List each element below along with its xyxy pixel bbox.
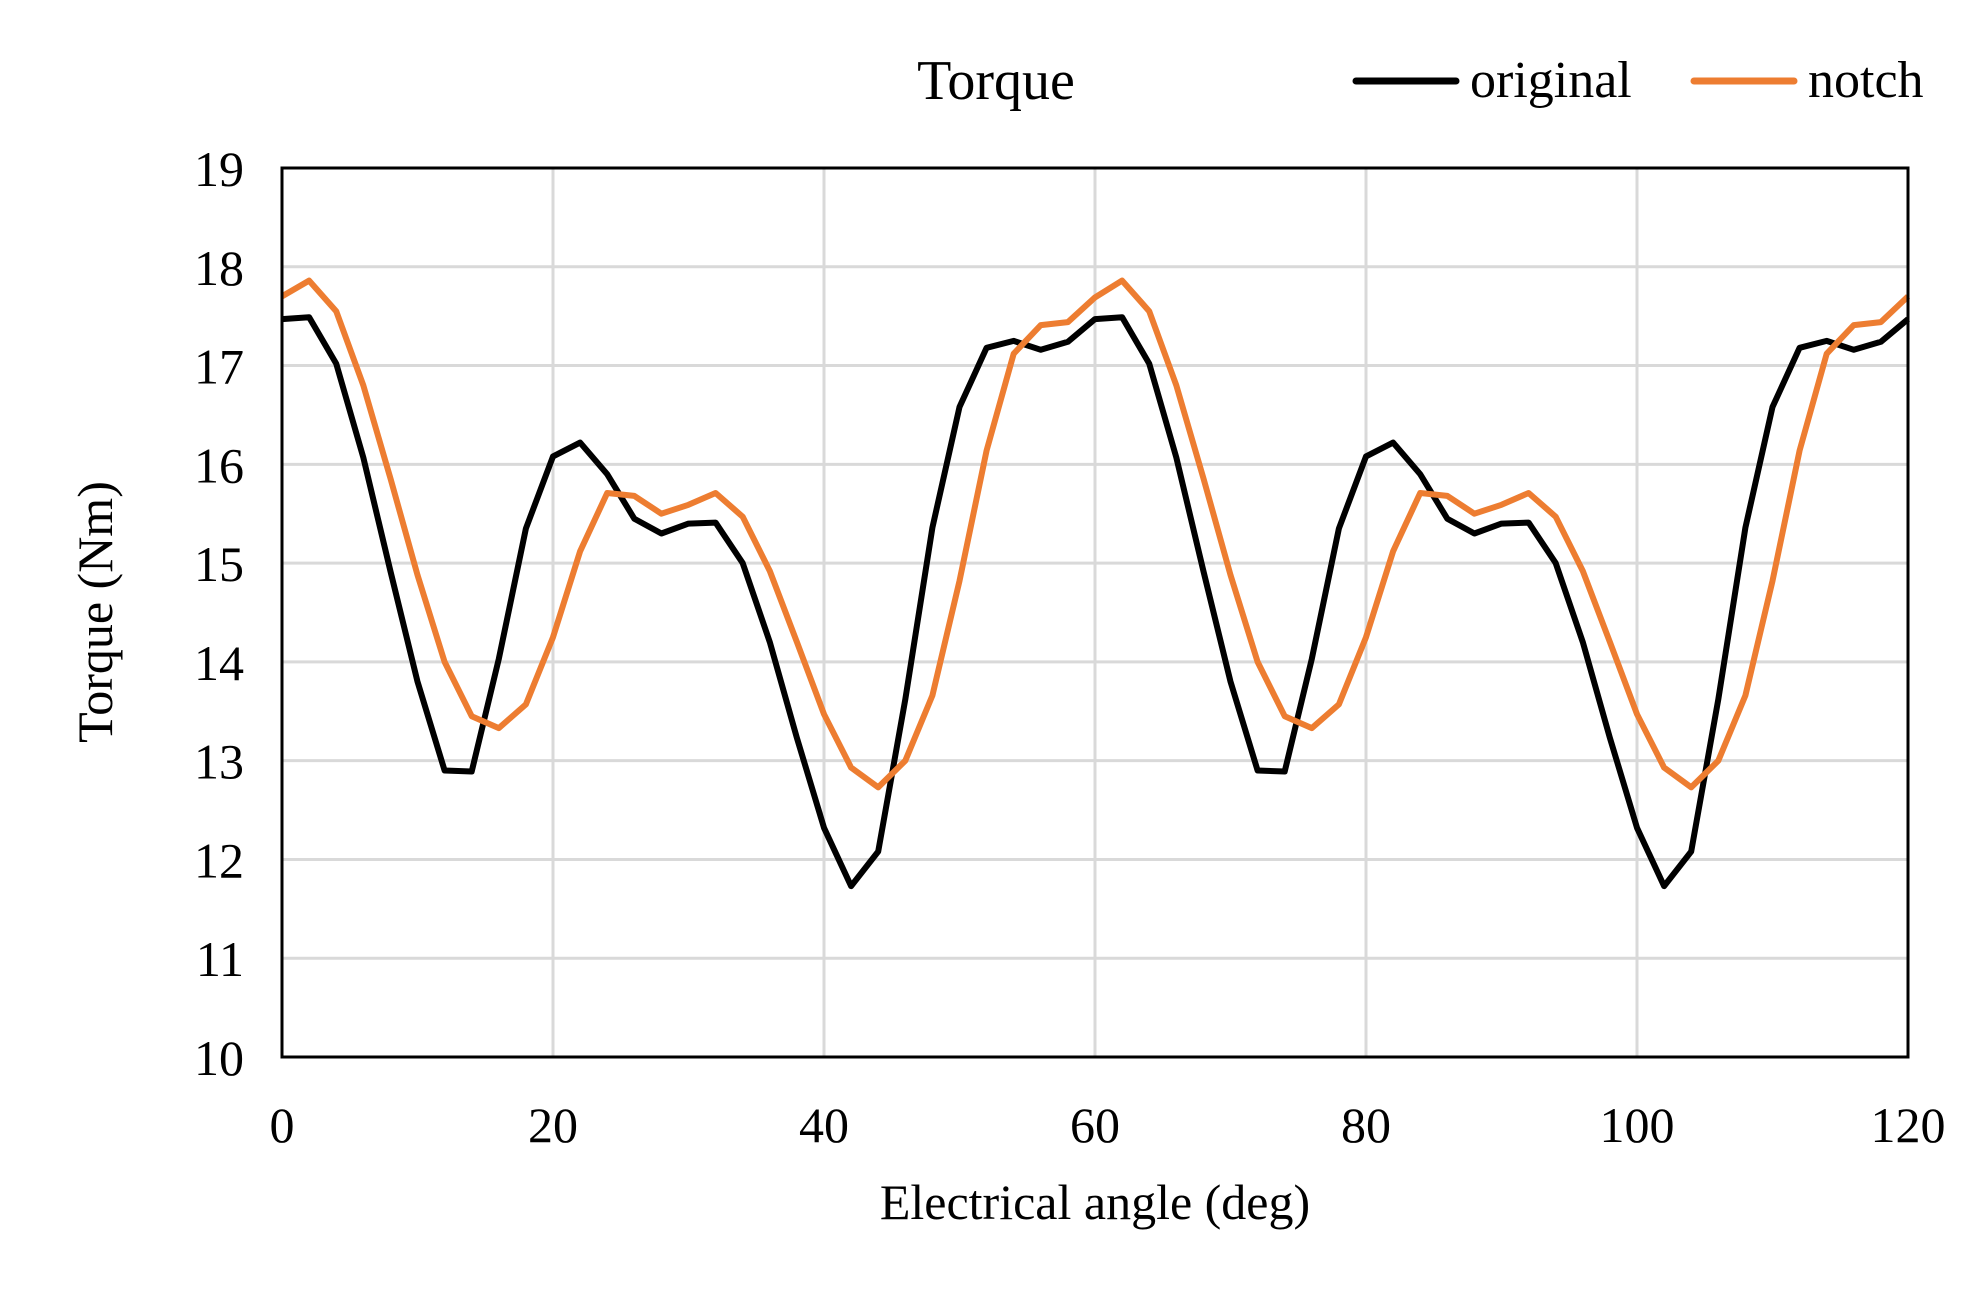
x-tick-label: 40 [799, 1097, 849, 1153]
y-tick-label: 11 [196, 931, 244, 987]
x-tick-label: 20 [528, 1097, 578, 1153]
y-tick-label: 16 [194, 437, 244, 493]
plot-area-frame [280, 166, 1910, 1059]
y-tick-label: 19 [194, 141, 244, 197]
x-tick-label: 0 [270, 1097, 295, 1153]
legend-label-original: original [1470, 52, 1632, 109]
y-axis-ticks: 10 11 12 13 14 15 16 17 18 19 [194, 141, 244, 1086]
y-tick-label: 18 [194, 240, 244, 296]
y-tick-label: 13 [194, 734, 244, 790]
y-tick-label: 15 [194, 536, 244, 592]
legend: original notch [1352, 52, 1924, 109]
gridlines [282, 168, 1908, 1057]
chart-title: Torque [917, 50, 1075, 112]
series-lines [280, 277, 1911, 890]
x-tick-label: 60 [1070, 1097, 1120, 1153]
y-axis-label: Torque (Nm) [67, 481, 123, 743]
y-tick-label: 10 [194, 1030, 244, 1086]
x-tick-label: 100 [1600, 1097, 1675, 1153]
x-tick-label: 80 [1341, 1097, 1391, 1153]
x-tick-label: 120 [1871, 1097, 1946, 1153]
x-axis-ticks: 0 20 40 60 80 100 120 [270, 1097, 1946, 1153]
legend-label-notch: notch [1808, 52, 1924, 109]
series-line-original [281, 314, 1910, 890]
y-tick-label: 12 [194, 832, 244, 888]
y-tick-label: 17 [194, 339, 244, 395]
y-tick-label: 14 [194, 635, 244, 691]
series-line-notch [280, 277, 1911, 791]
x-axis-label: Electrical angle (deg) [880, 1174, 1310, 1230]
